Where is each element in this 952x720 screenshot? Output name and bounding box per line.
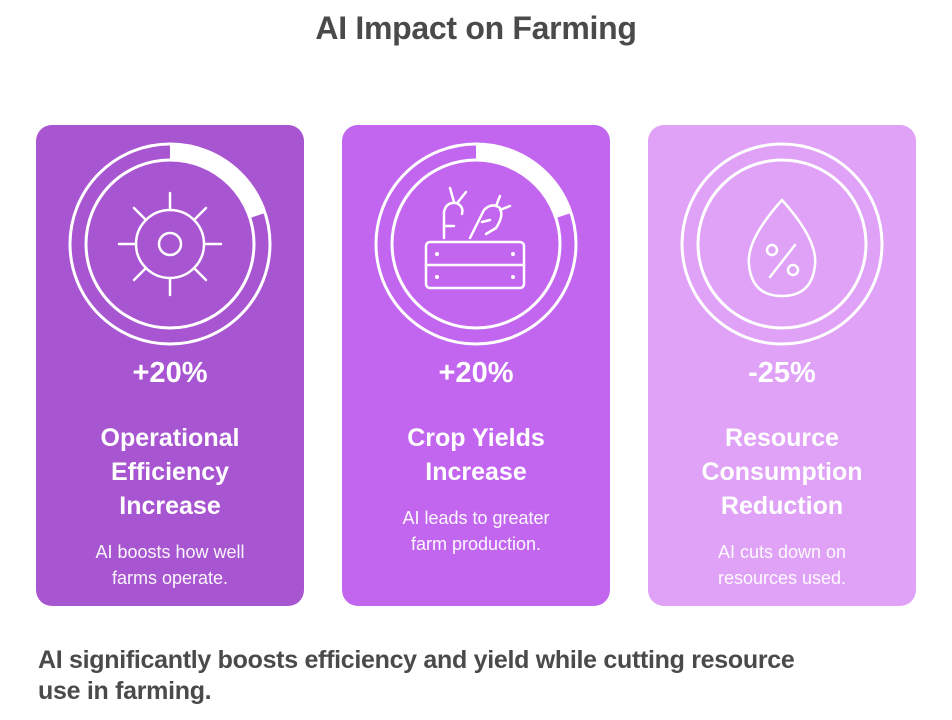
metric-description: AI boosts how well farms operate. (95, 542, 245, 588)
progress-ring (678, 140, 886, 348)
metric-value: -25% (748, 357, 816, 389)
metric-label: Resource Consumption Reduction (701, 424, 863, 520)
metric-label: Crop Yields Increase (407, 424, 545, 486)
metric-value: +20% (438, 357, 514, 389)
card-crop-yields: +20% Crop Yields Increase AI leads to gr… (342, 125, 610, 606)
gear-sun-icon (117, 191, 223, 297)
water-drop-percent-icon (747, 198, 817, 298)
summary-text: AI significantly boosts efficiency and y… (38, 646, 795, 705)
metric-description: AI cuts down on resources used. (717, 542, 847, 588)
page-title: AI Impact on Farming (315, 10, 637, 46)
vegetable-crate-icon (424, 186, 526, 290)
metric-value: +20% (132, 357, 208, 389)
card-resource-consumption: -25% Resource Consumption Reduction AI c… (648, 125, 916, 606)
metric-label: Operational Efficiency Increase (100, 424, 240, 520)
progress-ring (372, 140, 580, 348)
progress-ring (66, 140, 274, 348)
metric-description: AI leads to greater farm production. (402, 508, 550, 554)
card-operational-efficiency: +20% Operational Efficiency Increase AI … (36, 125, 304, 606)
